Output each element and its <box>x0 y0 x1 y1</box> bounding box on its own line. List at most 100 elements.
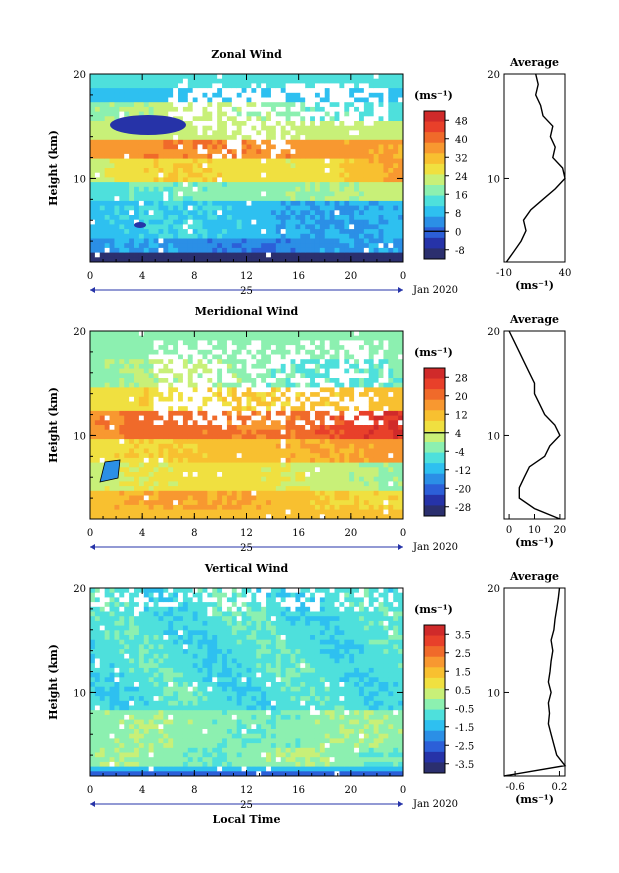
heatmap-cell <box>143 472 150 478</box>
heatmap-cell <box>187 331 194 337</box>
heatmap-cell <box>363 215 370 221</box>
heatmap-cell <box>158 354 164 360</box>
heatmap-cell <box>192 247 198 253</box>
heatmap-cell <box>104 88 110 94</box>
heatmap-cell <box>153 102 159 108</box>
heatmap-cell <box>129 200 135 206</box>
heatmap-cell <box>388 102 394 108</box>
heatmap-cell <box>305 111 311 117</box>
heatmap-cell <box>197 335 203 341</box>
heatmap-cell <box>305 349 311 355</box>
heatmap-cell <box>246 102 252 108</box>
heatmap-cell <box>246 149 252 155</box>
heatmap-cell <box>280 168 287 174</box>
heatmap-cell <box>388 257 394 263</box>
heatmap-cell <box>109 345 115 351</box>
heatmap-cell <box>148 420 154 426</box>
heatmap-cell <box>349 476 355 482</box>
heatmap-cell <box>134 252 140 258</box>
heatmap-cell <box>246 74 252 80</box>
heatmap-cell <box>109 509 115 515</box>
heatmap-cell <box>124 97 130 103</box>
heatmap-cell <box>226 448 233 454</box>
heatmap-cell <box>349 392 355 398</box>
heatmap-cell <box>344 182 350 188</box>
colorbar-label: -8 <box>455 246 465 257</box>
heatmap-cell <box>153 462 159 468</box>
heatmap-cell <box>99 196 106 202</box>
heatmap-cell <box>285 130 291 136</box>
heatmap-cell <box>207 340 213 346</box>
heatmap-cell <box>207 481 213 487</box>
heatmap-cell <box>178 205 184 211</box>
heatmap-cell <box>197 116 203 122</box>
heatmap-cell <box>90 434 96 440</box>
heatmap-cell <box>300 453 306 459</box>
heatmap-cell <box>134 335 140 341</box>
heatmap-cell <box>129 331 135 337</box>
heatmap-cell <box>202 349 208 355</box>
heatmap-cell <box>207 500 213 506</box>
heatmap-cell <box>129 462 135 468</box>
heatmap-cell <box>314 149 321 155</box>
heatmap-cell <box>270 153 277 159</box>
heatmap-cell <box>90 373 96 379</box>
heatmap-cell <box>104 382 110 388</box>
heatmap-cell <box>344 462 350 468</box>
heatmap-cell <box>124 205 130 211</box>
heatmap-cell <box>114 97 120 103</box>
heatmap-cell <box>202 219 208 225</box>
heatmap-cell <box>329 368 335 374</box>
heatmap-cell <box>231 205 238 211</box>
heatmap-cell <box>261 158 267 164</box>
heatmap-cell <box>236 92 243 98</box>
heatmap-cell <box>256 163 262 169</box>
heatmap-cell <box>261 410 267 416</box>
heatmap-cell <box>349 490 355 496</box>
heatmap-cell <box>226 486 233 492</box>
heatmap-cell <box>275 382 282 388</box>
colorbar-band <box>424 227 445 239</box>
heatmap-cell <box>354 467 360 473</box>
heatmap-cell <box>187 500 194 506</box>
heatmap-cell <box>173 233 179 239</box>
heatmap-cell <box>192 92 198 98</box>
heatmap-cell <box>354 125 360 131</box>
heatmap-cell <box>256 257 262 263</box>
heatmap-cell <box>178 102 184 108</box>
heatmap-cell <box>256 219 262 225</box>
heatmap-cell <box>134 345 140 351</box>
heatmap-cell <box>280 88 287 94</box>
heatmap-cell <box>153 359 159 365</box>
heatmap-cell <box>329 476 335 482</box>
heatmap-cell <box>349 425 355 431</box>
heatmap-cell <box>197 196 203 202</box>
heatmap-cell <box>329 163 335 169</box>
heatmap-cell <box>168 481 174 487</box>
heatmap-cell <box>187 420 194 426</box>
heatmap-cell <box>163 495 169 501</box>
heatmap-cell <box>192 257 198 263</box>
heatmap-cell <box>358 92 365 98</box>
heatmap-cell <box>158 106 164 112</box>
heatmap-cell <box>285 182 291 188</box>
heatmap-cell <box>124 340 130 346</box>
heatmap-cell <box>207 378 213 384</box>
heatmap-cell <box>90 448 96 454</box>
heatmap-cell <box>153 368 159 374</box>
heatmap-cell <box>270 504 277 510</box>
heatmap-cell <box>310 509 316 515</box>
heatmap-cell <box>109 111 115 117</box>
heatmap-cell <box>119 196 125 202</box>
heatmap-cell <box>231 401 238 407</box>
heatmap-cell <box>104 335 110 341</box>
heatmap-cell <box>270 406 277 412</box>
heatmap-cell <box>256 106 262 112</box>
heatmap-cell <box>173 406 179 412</box>
heatmap-cell <box>261 182 267 188</box>
heatmap-cell <box>187 135 194 141</box>
heatmap-cell <box>349 420 355 426</box>
heatmap-cell <box>217 373 223 379</box>
heatmap-cell <box>129 247 135 253</box>
heatmap-cell <box>99 200 106 206</box>
